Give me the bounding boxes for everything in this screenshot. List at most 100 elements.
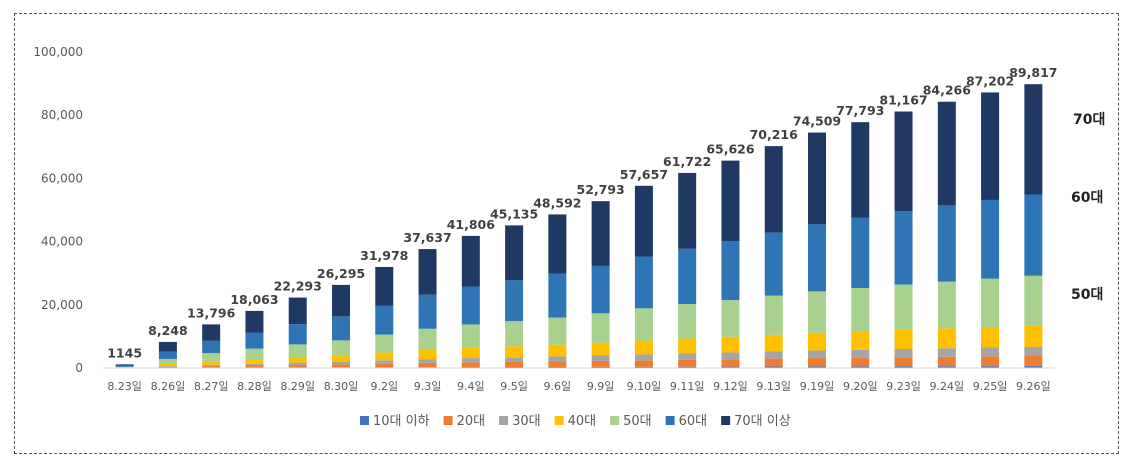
total-data-label: 74,509 — [793, 114, 841, 129]
bar-segment — [981, 326, 1000, 348]
bar-segment — [375, 352, 394, 361]
x-tick-label: 8.28일 — [237, 379, 272, 393]
bar-segment — [634, 360, 653, 367]
chart-frame: 0 20,000 40,000 60,000 80,000 100,000 1145 8,2… — [14, 13, 1119, 454]
bar-segment — [115, 365, 134, 367]
x-tick-label: 9.4일 — [457, 379, 485, 393]
bar-segment — [375, 363, 394, 368]
x-tick-label: 8.29일 — [280, 379, 315, 393]
bar-segment — [1024, 366, 1043, 368]
bar-segment — [591, 265, 610, 314]
total-data-label: 41,806 — [447, 217, 496, 232]
bar-segment — [461, 347, 480, 359]
bar-segment — [332, 355, 350, 362]
bar-segment — [634, 366, 653, 368]
legend-label: 40대 — [568, 414, 597, 429]
bar-segment — [1024, 275, 1043, 326]
legend-label: 70대 이상 — [734, 414, 791, 429]
total-data-label: 65,626 — [706, 142, 755, 157]
bar-segment — [808, 366, 826, 368]
bar-segment — [937, 348, 956, 357]
bar-segment — [418, 362, 437, 368]
x-tick-label: 9.6일 — [544, 379, 572, 393]
x-tick-label: 9.19일 — [800, 379, 835, 393]
total-data-label: 89,817 — [1009, 65, 1057, 80]
bar-segment — [764, 295, 783, 335]
bar-segment — [808, 332, 826, 351]
bar-segment — [158, 366, 177, 367]
legend-label: 10대 이하 — [373, 414, 430, 429]
x-tick-label: 8.23일 — [107, 379, 142, 393]
bar-segment — [721, 336, 740, 353]
bar-segment — [634, 340, 653, 355]
total-data-label: 8,248 — [148, 323, 188, 338]
x-tick-label: 9.12일 — [713, 379, 748, 393]
y-tick-label: 100,000 — [33, 45, 83, 59]
bar-segment — [115, 364, 134, 366]
bar-segment — [808, 358, 826, 367]
bar-segment — [202, 324, 221, 341]
bar-segment — [851, 357, 870, 367]
bar-segment — [721, 366, 740, 368]
y-axis: 0 20,000 40,000 60,000 80,000 100,000 — [33, 45, 83, 375]
bar-segment — [808, 291, 826, 333]
bar-segment — [245, 359, 264, 364]
total-data-label: 18,063 — [230, 292, 278, 307]
bar-segment — [808, 132, 826, 225]
bar-segment — [332, 284, 350, 317]
bar-segment — [548, 344, 567, 357]
bar-segment — [202, 361, 221, 365]
x-tick-label: 8.26일 — [151, 379, 186, 393]
bar-segment — [634, 256, 653, 309]
bar-segment — [158, 366, 177, 368]
bar-segment — [764, 358, 783, 367]
total-data-label: 26,295 — [317, 266, 365, 281]
total-data-label: 13,796 — [187, 305, 236, 320]
bar-segment — [505, 321, 524, 347]
bar-segment — [591, 366, 610, 368]
bar-segment — [375, 334, 394, 353]
total-data-label: 57,657 — [620, 167, 668, 182]
bar-segment — [245, 348, 264, 360]
bar-segment — [634, 354, 653, 361]
bar-segment — [721, 300, 740, 337]
legend-swatch — [499, 416, 509, 425]
bar-segment — [764, 366, 783, 368]
bar-segment — [332, 340, 350, 356]
x-tick-label: 9.5일 — [500, 379, 528, 393]
legend: 10대 이하 20대 30대 40대 50대 60대 70대 이상 — [360, 414, 791, 429]
legend-label: 50대 — [623, 414, 652, 429]
side-label-50s: 50대 — [1071, 287, 1103, 303]
bar-segment — [158, 358, 177, 364]
x-tick-label: 9.11일 — [670, 379, 705, 393]
bar-segment — [851, 349, 870, 358]
bar-segment — [461, 324, 480, 348]
y-tick-label: 60,000 — [41, 171, 83, 185]
x-tick-label: 8.30일 — [324, 379, 359, 393]
bar-segment — [937, 281, 956, 329]
bar-segment — [721, 352, 740, 360]
bar-segment — [851, 331, 870, 350]
x-tick-label: 9.24일 — [930, 379, 965, 393]
bar-segment — [202, 340, 221, 354]
bar-segment — [937, 101, 956, 206]
total-data-label: 22,293 — [274, 279, 322, 294]
bar-segment — [678, 353, 697, 360]
side-label-60s: 60대 — [1071, 190, 1103, 206]
bar-segment — [678, 338, 697, 354]
bar-segment — [591, 355, 610, 361]
bar-segment — [678, 248, 697, 305]
bar-segment — [808, 224, 826, 292]
total-data-label: 52,793 — [577, 182, 625, 197]
total-data-label: 1145 — [107, 345, 142, 360]
y-tick-label: 20,000 — [41, 298, 83, 312]
bar-segment — [981, 278, 1000, 327]
bar-segment — [721, 359, 740, 367]
bar-segment — [937, 328, 956, 349]
side-label-70s: 70대 — [1073, 112, 1105, 128]
bar-segment — [505, 280, 524, 322]
side-annotations: 70대 60대 50대 — [1071, 112, 1105, 303]
bar-segment — [937, 356, 956, 367]
bar-segment — [202, 353, 221, 362]
